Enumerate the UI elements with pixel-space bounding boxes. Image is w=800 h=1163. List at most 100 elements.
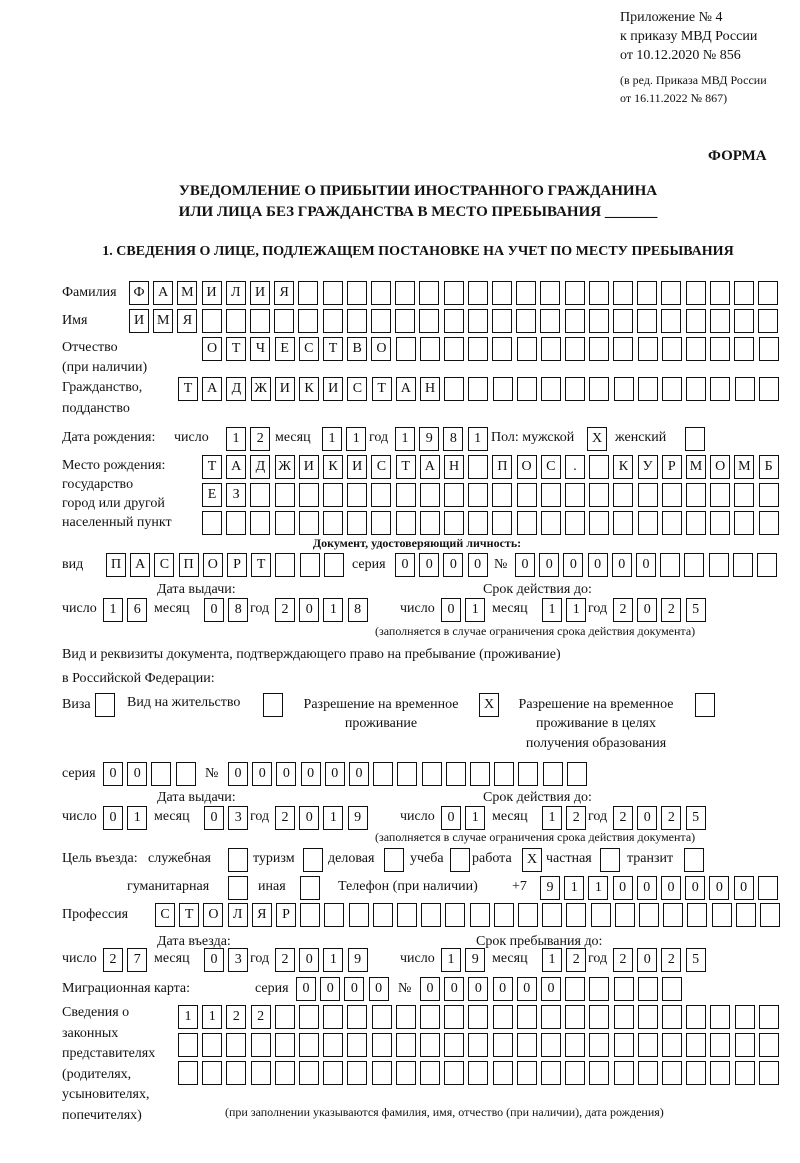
surname-box[interactable]: [661, 281, 682, 305]
surname-box[interactable]: [588, 281, 609, 305]
representatives-box[interactable]: [541, 1061, 561, 1085]
mc-series-box[interactable]: 0: [320, 977, 341, 1001]
representatives-box[interactable]: [734, 1061, 755, 1085]
year-box[interactable]: 0: [637, 598, 658, 622]
birth-place-box[interactable]: [758, 511, 779, 535]
birth-place-box[interactable]: О: [516, 455, 537, 479]
profession-box[interactable]: [590, 903, 611, 927]
citizenship-box[interactable]: [613, 377, 634, 401]
stay-number-box[interactable]: 0: [252, 762, 273, 786]
name-box[interactable]: [734, 309, 754, 333]
birth-place-box[interactable]: [734, 511, 755, 535]
day-box[interactable]: 0: [441, 598, 461, 622]
birth-place-box[interactable]: Т: [395, 455, 416, 479]
representatives-box[interactable]: [637, 1033, 658, 1057]
year-box[interactable]: 0: [299, 806, 320, 830]
representatives-box[interactable]: [734, 1005, 755, 1029]
year-box[interactable]: 2: [661, 598, 682, 622]
birth-day-box[interactable]: 2: [250, 427, 271, 451]
surname-box[interactable]: [758, 281, 779, 305]
month-box[interactable]: 8: [228, 598, 249, 622]
residence-permit-checkbox[interactable]: [263, 693, 283, 717]
birth-place-box[interactable]: А: [419, 455, 440, 479]
name-box[interactable]: [758, 309, 779, 333]
surname-box[interactable]: [709, 281, 730, 305]
doc-kind-box[interactable]: [299, 553, 320, 577]
representatives-box[interactable]: [613, 1005, 634, 1029]
doc-kind-box[interactable]: П: [106, 553, 126, 577]
name-box[interactable]: [588, 309, 609, 333]
month-box[interactable]: 1: [566, 598, 587, 622]
birth-place-box[interactable]: Д: [250, 455, 271, 479]
representatives-box[interactable]: [710, 1005, 731, 1029]
phone-box[interactable]: 0: [685, 876, 706, 900]
mc-number-box[interactable]: 0: [492, 977, 513, 1001]
birth-place-box[interactable]: С: [540, 455, 561, 479]
year-box[interactable]: 5: [685, 948, 706, 972]
surname-box[interactable]: [564, 281, 585, 305]
birth-place-box[interactable]: [468, 483, 489, 507]
representatives-box[interactable]: [202, 1061, 223, 1085]
patronymic-box[interactable]: В: [347, 337, 368, 361]
representatives-box[interactable]: [541, 1033, 561, 1057]
profession-box[interactable]: С: [155, 903, 175, 927]
citizenship-box[interactable]: К: [299, 377, 319, 401]
birth-place-box[interactable]: [395, 511, 416, 535]
purpose-checkbox[interactable]: [384, 848, 404, 872]
profession-box[interactable]: [397, 903, 417, 927]
representatives-box[interactable]: [637, 1005, 658, 1029]
doc-number-box[interactable]: [732, 553, 753, 577]
birth-place-box[interactable]: [516, 483, 537, 507]
stay-number-box[interactable]: [445, 762, 466, 786]
birth-place-box[interactable]: [226, 511, 247, 535]
name-box[interactable]: [250, 309, 270, 333]
name-box[interactable]: [443, 309, 464, 333]
name-box[interactable]: [201, 309, 222, 333]
doc-number-box[interactable]: [660, 553, 681, 577]
birth-place-box[interactable]: [202, 511, 222, 535]
representatives-box[interactable]: [565, 1005, 586, 1029]
citizenship-box[interactable]: [589, 377, 610, 401]
name-box[interactable]: [516, 309, 537, 333]
doc-series-box[interactable]: 0: [467, 553, 488, 577]
phone-box[interactable]: 0: [612, 876, 633, 900]
citizenship-box[interactable]: [637, 377, 658, 401]
birth-year-box[interactable]: 1: [467, 427, 488, 451]
birth-place-box[interactable]: [613, 483, 634, 507]
stay-number-box[interactable]: [494, 762, 515, 786]
year-box[interactable]: 9: [347, 948, 368, 972]
year-box[interactable]: 1: [323, 806, 344, 830]
representatives-box[interactable]: 1: [178, 1005, 198, 1029]
day-box[interactable]: 1: [465, 806, 486, 830]
citizenship-box[interactable]: А: [395, 377, 416, 401]
stay-series-box[interactable]: [175, 762, 196, 786]
year-box[interactable]: 2: [613, 948, 633, 972]
representatives-box[interactable]: [710, 1061, 731, 1085]
phone-box[interactable]: [757, 876, 778, 900]
birth-place-box[interactable]: [444, 483, 464, 507]
name-box[interactable]: И: [129, 309, 149, 333]
birth-year-box[interactable]: 9: [419, 427, 440, 451]
citizenship-box[interactable]: И: [323, 377, 344, 401]
birth-place-box[interactable]: [347, 511, 368, 535]
representatives-box[interactable]: [274, 1061, 295, 1085]
representatives-box[interactable]: [686, 1005, 707, 1029]
profession-box[interactable]: Т: [179, 903, 200, 927]
citizenship-box[interactable]: Т: [371, 377, 392, 401]
surname-box[interactable]: [322, 281, 343, 305]
surname-box[interactable]: [395, 281, 416, 305]
profession-box[interactable]: [421, 903, 442, 927]
stay-number-box[interactable]: 0: [324, 762, 345, 786]
representatives-box[interactable]: [492, 1061, 513, 1085]
phone-box[interactable]: 1: [588, 876, 609, 900]
representatives-box[interactable]: [299, 1061, 319, 1085]
surname-box[interactable]: [685, 281, 706, 305]
name-box[interactable]: [709, 309, 730, 333]
day-box[interactable]: 1: [441, 948, 461, 972]
day-box[interactable]: 7: [127, 948, 148, 972]
representatives-box[interactable]: [347, 1005, 368, 1029]
doc-kind-box[interactable]: А: [130, 553, 151, 577]
citizenship-box[interactable]: [710, 377, 731, 401]
patronymic-box[interactable]: О: [371, 337, 392, 361]
representatives-box[interactable]: [250, 1061, 271, 1085]
